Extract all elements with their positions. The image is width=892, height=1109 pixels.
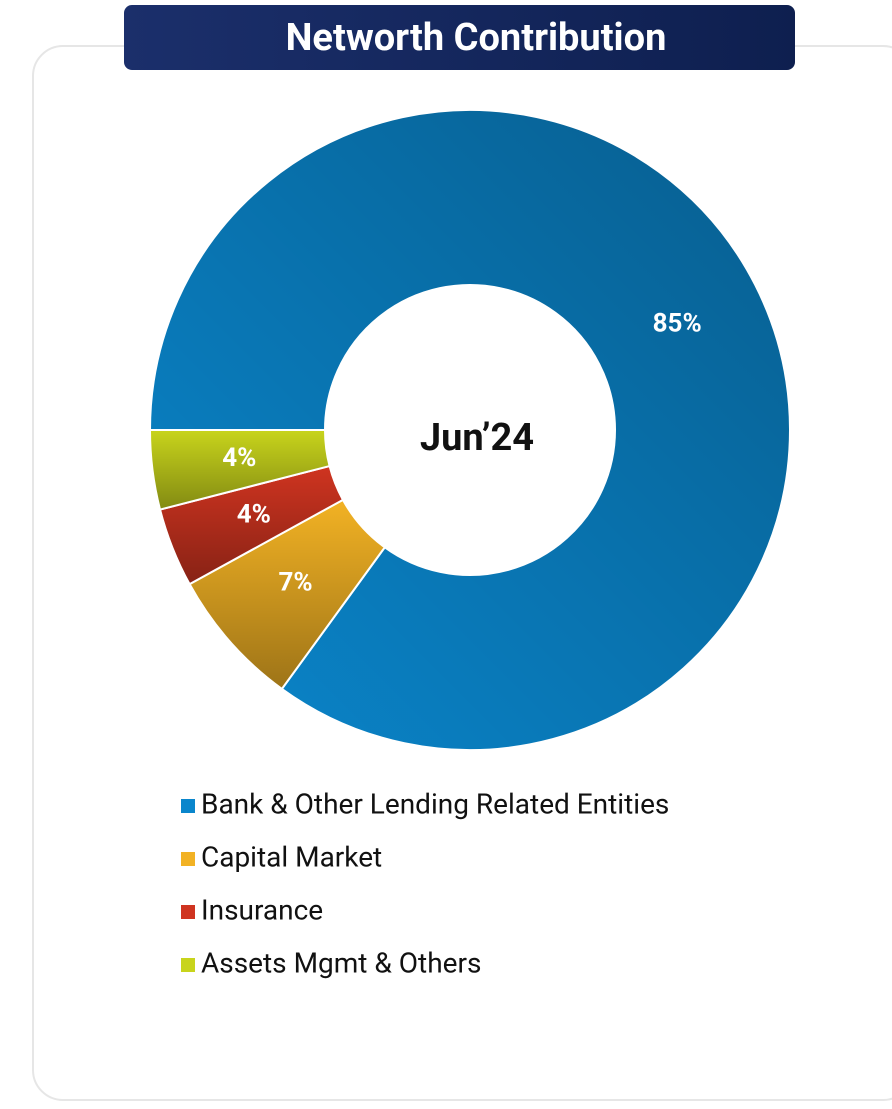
legend-swatch <box>181 958 195 972</box>
data-label: 4% <box>222 443 256 473</box>
legend-swatch <box>181 852 195 866</box>
legend: Bank & Other Lending Related Entities Cap… <box>181 787 669 979</box>
legend-swatch <box>181 905 195 919</box>
title-banner <box>124 5 795 70</box>
data-label: 7% <box>279 568 313 598</box>
data-label: 85% <box>653 308 702 338</box>
center-label: Jun’24 <box>420 416 534 460</box>
legend-label: Bank & Other Lending Related Entities <box>201 787 669 820</box>
chart-title: Networth Contribution <box>286 16 667 60</box>
legend-swatch <box>181 799 195 813</box>
legend-label: Capital Market <box>201 840 382 873</box>
data-labels: 85% 7% 4% 4% <box>222 308 701 597</box>
legend-label: Insurance <box>201 893 323 926</box>
legend-label: Assets Mgmt & Others <box>201 946 481 979</box>
data-label: 4% <box>237 499 271 529</box>
